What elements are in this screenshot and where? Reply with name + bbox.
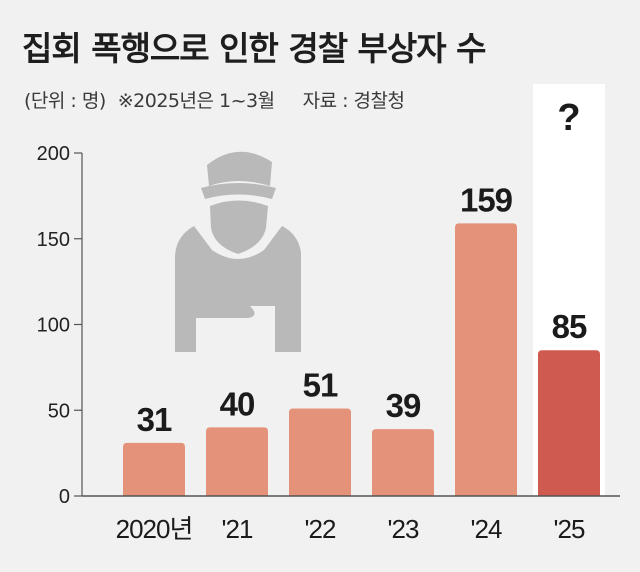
source-label: 자료 : 경찰청 [302, 90, 405, 112]
bar [372, 429, 434, 496]
x-tick-label: '21 [222, 514, 253, 544]
bar [538, 350, 600, 496]
y-tick-label: 50 [48, 400, 70, 422]
chart-subtitle: (단위 : 명) ※2025년은 1~3월 자료 : 경찰청 [24, 86, 405, 113]
bar [123, 442, 185, 496]
bar-value-label: 39 [386, 387, 421, 424]
injured-police-officer-icon [175, 151, 301, 352]
bar [289, 408, 351, 496]
unit-label: (단위 : 명) [24, 90, 106, 112]
chart-title: 집회 폭행으로 인한 경찰 부상자 수 [22, 29, 486, 68]
bar [455, 223, 517, 496]
y-tick-label: 150 [37, 229, 70, 251]
bar-value-label: 40 [220, 385, 255, 422]
question-mark: ? [557, 97, 580, 139]
bars: 31 2020년 40 '21 51 '22 39 '23 159 '24 85 '25 [116, 181, 600, 544]
y-axis: 0 50 100 150 200 [37, 143, 83, 508]
x-tick-label: '24 [471, 514, 502, 544]
y-tick-label: 100 [37, 315, 70, 337]
bar [206, 427, 268, 496]
x-tick-label: '22 [305, 514, 336, 544]
bar-value-label: 85 [552, 308, 587, 345]
x-tick-label: '25 [554, 514, 585, 544]
x-tick-label: 2020년 [116, 514, 193, 544]
bar-value-label: 51 [303, 367, 338, 404]
x-tick-label: '23 [388, 514, 419, 544]
y-tick-label: 200 [37, 143, 70, 165]
period-note: ※2025년은 1~3월 [117, 90, 275, 112]
y-tick-label: 0 [59, 486, 70, 508]
bar-value-label: 31 [137, 401, 172, 438]
bar-value-label: 159 [460, 181, 513, 218]
